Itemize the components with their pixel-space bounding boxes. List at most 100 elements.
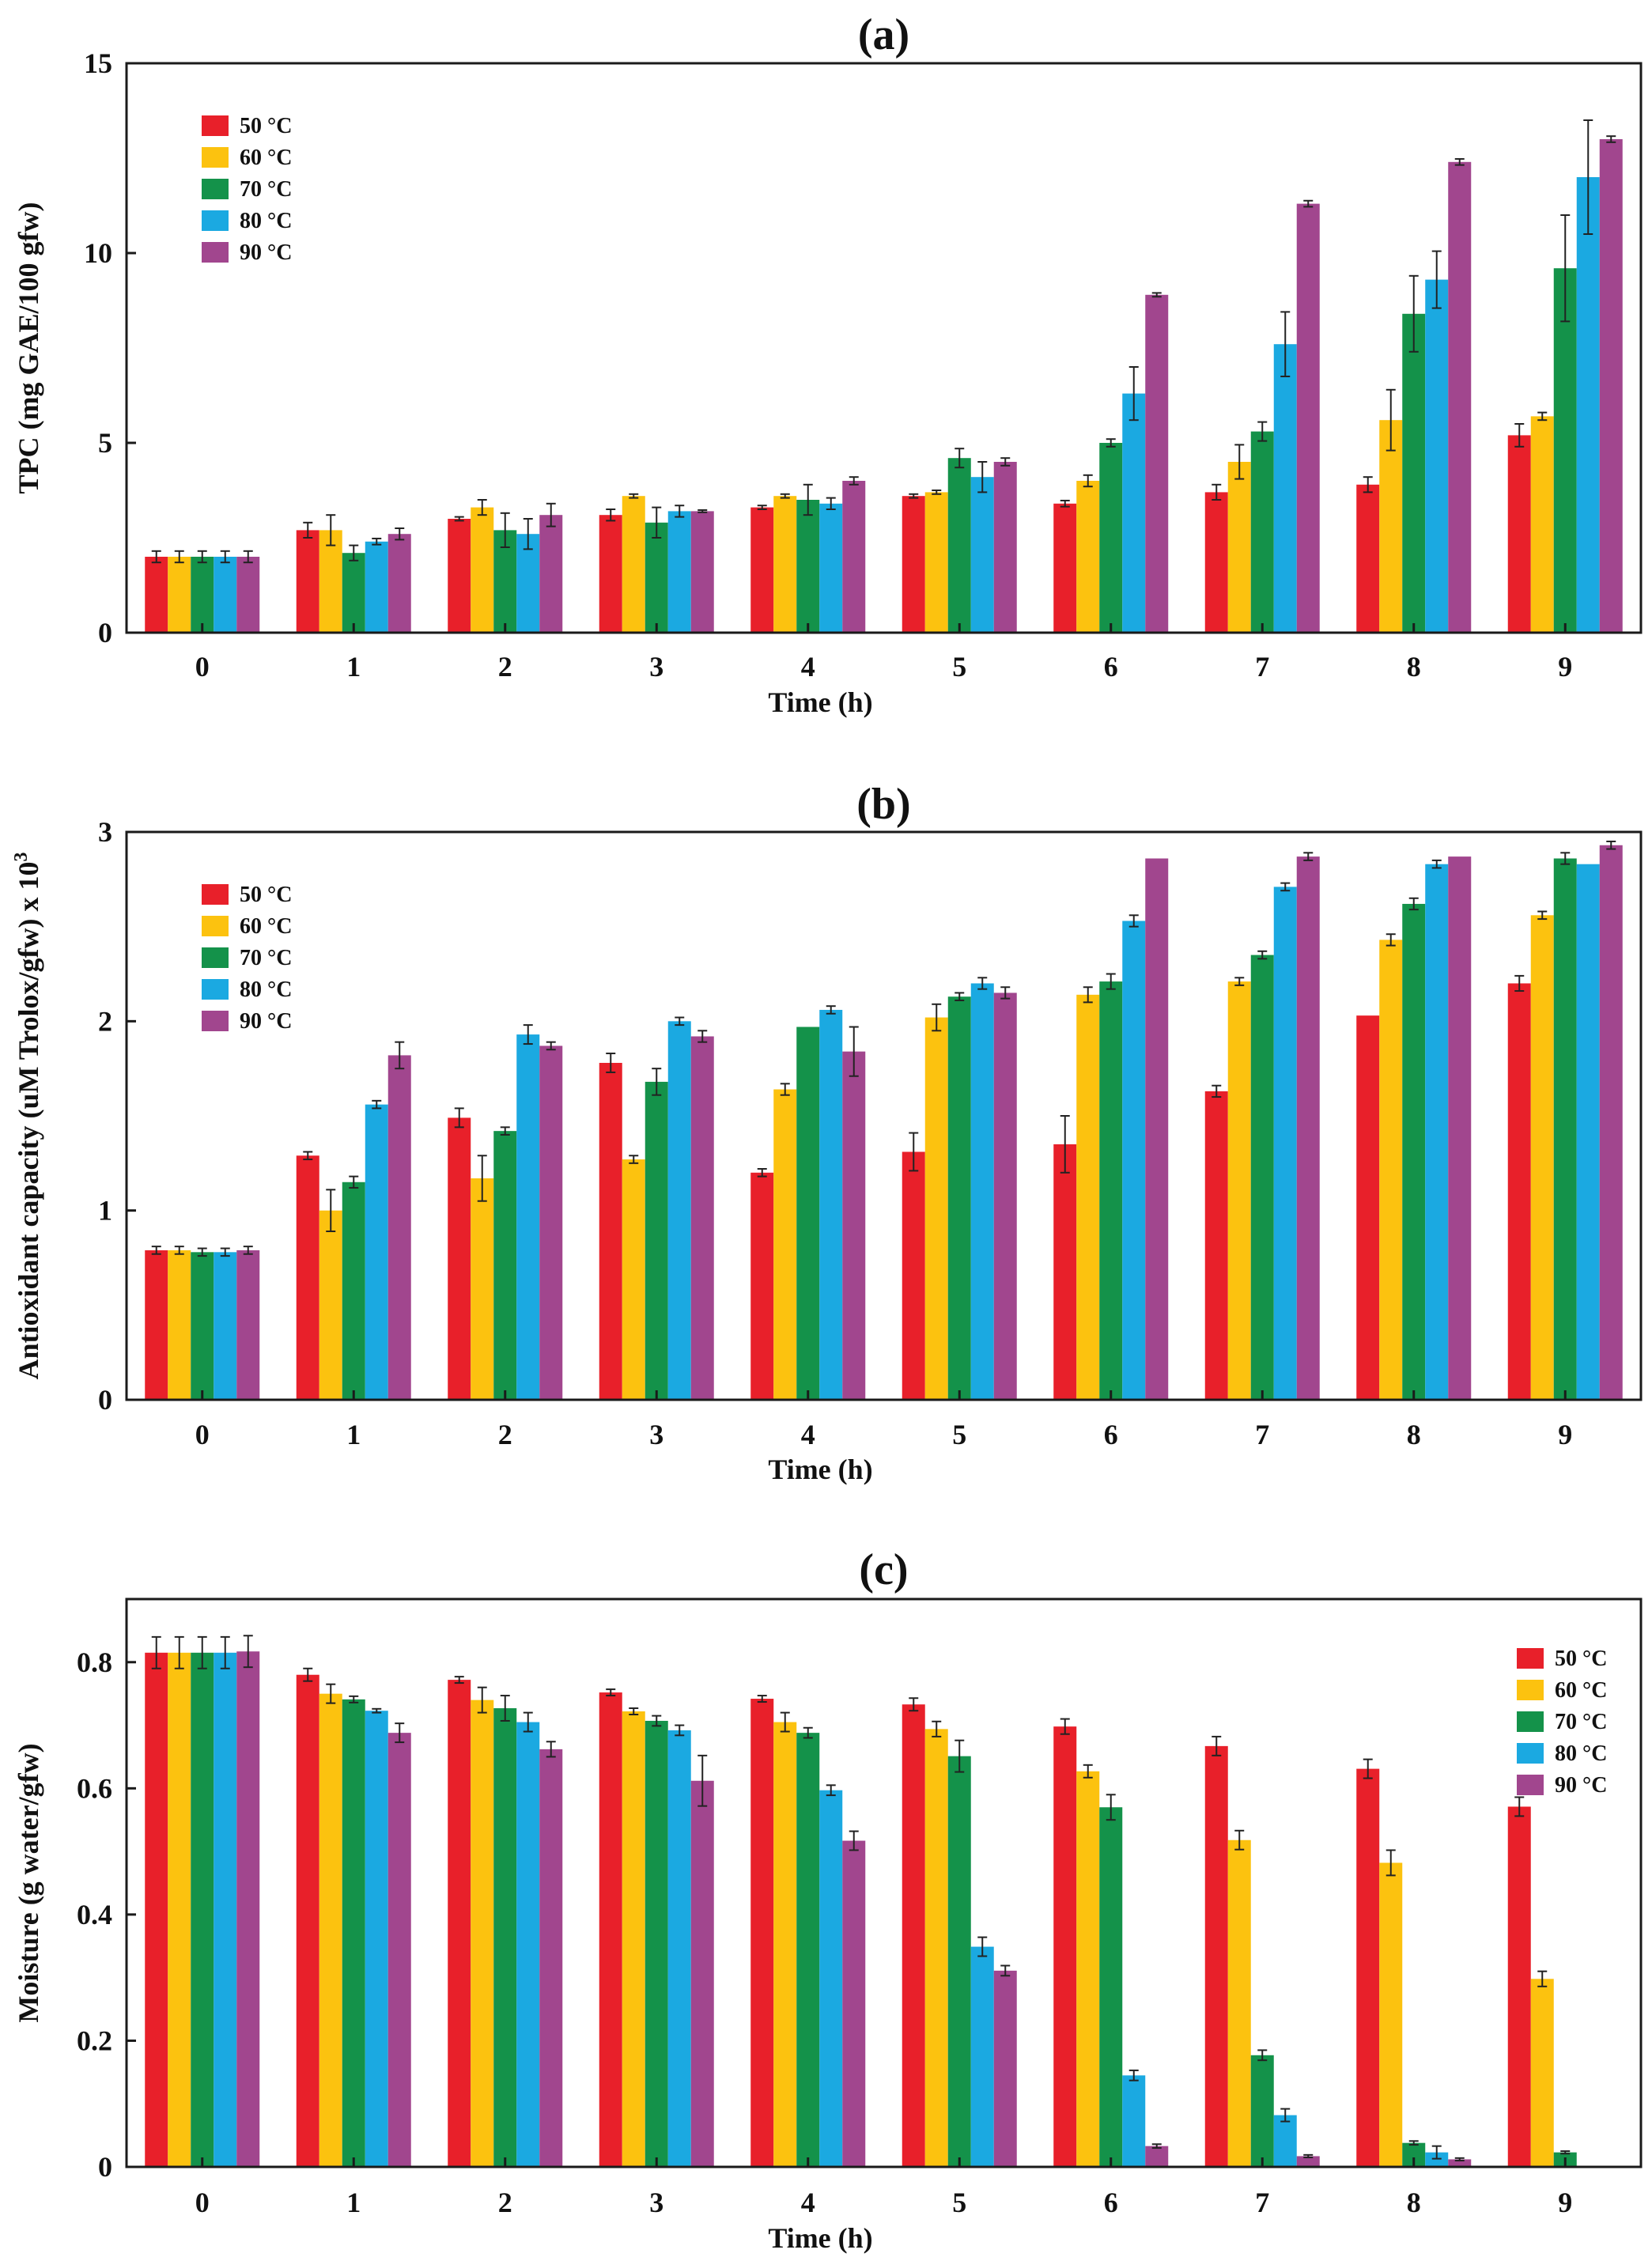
- bar-90C-t8: [1448, 856, 1472, 1400]
- chart-title: (c): [859, 1545, 908, 1594]
- bar-50C-t5: [902, 1151, 925, 1400]
- x-tick-label: 9: [1558, 2187, 1572, 2218]
- legend-swatch: [1517, 1680, 1544, 1700]
- bar-80C-t2: [516, 1034, 540, 1400]
- x-tick-label: 1: [346, 1419, 361, 1450]
- bar-60C-t5: [924, 492, 948, 633]
- legend-swatch: [1517, 1711, 1544, 1732]
- bar-50C-t1: [296, 1674, 319, 2167]
- bar-60C-t7: [1227, 981, 1251, 1400]
- x-tick-label: 7: [1255, 2187, 1269, 2218]
- bar-60C-t1: [319, 1210, 342, 1400]
- x-tick-label: 0: [195, 651, 210, 682]
- bar-50C-t4: [750, 507, 774, 633]
- bar-60C-t5: [924, 1729, 948, 2167]
- bar-80C-t1: [365, 1104, 388, 1400]
- bar-90C-t2: [539, 515, 563, 633]
- bar-60C-t8: [1379, 1862, 1403, 2167]
- bar-50C-t3: [599, 515, 622, 633]
- bar-70C-t8: [1402, 903, 1426, 1400]
- bar-80C-t5: [970, 983, 994, 1400]
- legend-swatch: [202, 916, 229, 936]
- y-axis-label-text: TPC (mg GAE/100 gfw): [13, 202, 44, 494]
- bar-60C-t5: [924, 1017, 948, 1400]
- bar-70C-t5: [947, 1756, 971, 2167]
- bar-80C-t6: [1122, 2075, 1146, 2167]
- bar-60C-t4: [773, 1089, 797, 1400]
- bar-90C-t3: [690, 1036, 714, 1400]
- bar-70C-t4: [796, 1027, 820, 1400]
- bar-90C-t0: [236, 557, 260, 633]
- x-tick-label: 9: [1558, 1419, 1572, 1450]
- bar-80C-t0: [214, 557, 237, 633]
- bar-50C-t8: [1356, 1015, 1380, 1400]
- bar-60C-t3: [622, 1711, 645, 2167]
- bar-90C-t9: [1599, 845, 1623, 1400]
- bar-60C-t0: [168, 1652, 191, 2167]
- x-tick-label: 2: [498, 1419, 512, 1450]
- legend-label: 50 °C: [240, 883, 292, 907]
- bar-80C-t7: [1273, 344, 1297, 633]
- legend-label: 90 °C: [240, 240, 292, 265]
- bar-80C-t9: [1576, 177, 1600, 633]
- bar-80C-t8: [1425, 2152, 1449, 2167]
- legend: 50 °C 60 °C 70 °C 80 °C 90 °C: [202, 114, 292, 265]
- bar-60C-t6: [1076, 994, 1100, 1400]
- bar-60C-t9: [1530, 416, 1554, 633]
- bar-60C-t4: [773, 1722, 797, 2167]
- chart-title: (a): [858, 10, 909, 59]
- x-tick-label: 4: [801, 2187, 815, 2218]
- bar-70C-t2: [493, 1708, 517, 2167]
- bar-80C-t1: [365, 541, 388, 633]
- y-tick-label: 0: [98, 2151, 112, 2183]
- legend-swatch: [202, 115, 229, 136]
- bar-50C-t0: [145, 1250, 168, 1400]
- bar-80C-t9: [1576, 864, 1600, 1400]
- bar-90C-t8: [1448, 161, 1472, 633]
- bar-80C-t2: [516, 534, 540, 633]
- legend-label: 60 °C: [1555, 1678, 1607, 1703]
- bar-60C-t0: [168, 557, 191, 633]
- bar-90C-t5: [993, 1970, 1017, 2167]
- legend: 50 °C 60 °C 70 °C 80 °C 90 °C: [1517, 1647, 1607, 1798]
- x-tick-label: 4: [801, 1419, 815, 1450]
- bar-90C-t0: [236, 1250, 260, 1400]
- legend-label: 50 °C: [1555, 1647, 1607, 1671]
- bar-70C-t0: [191, 557, 214, 633]
- y-tick-label: 0.4: [77, 1899, 112, 1930]
- bar-50C-t7: [1204, 1091, 1228, 1400]
- bar-80C-t7: [1273, 2115, 1297, 2167]
- bar-60C-t3: [622, 1159, 645, 1400]
- y-tick-label: 0: [98, 617, 112, 648]
- x-tick-label: 7: [1255, 651, 1269, 682]
- x-tick-label: 6: [1104, 651, 1118, 682]
- y-tick-label: 0: [98, 1384, 112, 1416]
- chart-panel-c: (c) 0 0.2 0.4 0.6 0.8 0 1 2 3 4 5 6 7 8 9 Time (h) Moistu…: [13, 1545, 1643, 2254]
- legend-label: 70 °C: [240, 177, 292, 202]
- x-tick-label: 5: [952, 651, 966, 682]
- bar-70C-t8: [1402, 313, 1426, 633]
- bar-50C-t4: [750, 1172, 774, 1400]
- bar-50C-t0: [145, 1652, 168, 2167]
- bar-80C-t2: [516, 1722, 540, 2167]
- legend-label: 90 °C: [1555, 1773, 1607, 1798]
- bar-70C-t3: [645, 1081, 668, 1400]
- bar-80C-t0: [214, 1652, 237, 2167]
- bar-90C-t6: [1145, 858, 1169, 1400]
- bar-80C-t3: [667, 511, 691, 633]
- bar-50C-t6: [1053, 1726, 1077, 2167]
- legend-swatch: [1517, 1775, 1544, 1795]
- bar-60C-t2: [471, 1700, 494, 2167]
- bar-80C-t3: [667, 1730, 691, 2167]
- bar-80C-t8: [1425, 279, 1449, 633]
- y-axis-label-superscript: 3: [11, 853, 32, 862]
- bar-60C-t6: [1076, 1771, 1100, 2167]
- bar-50C-t5: [902, 496, 925, 633]
- bar-50C-t9: [1507, 983, 1531, 1400]
- bar-90C-t9: [1599, 139, 1623, 633]
- legend-swatch: [1517, 1648, 1544, 1669]
- bar-90C-t4: [842, 481, 866, 633]
- bar-90C-t1: [387, 534, 411, 633]
- bar-50C-t8: [1356, 1768, 1380, 2167]
- legend-label: 60 °C: [240, 146, 292, 170]
